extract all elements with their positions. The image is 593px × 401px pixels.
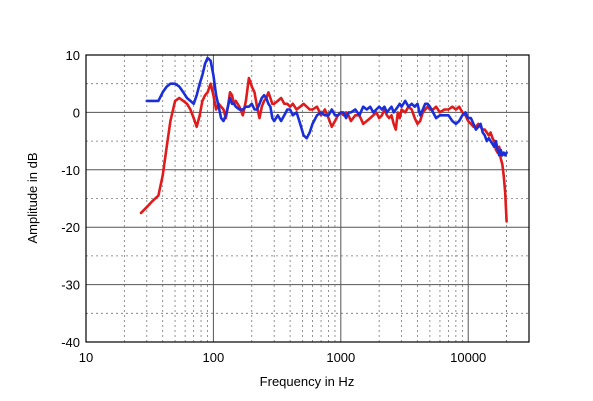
y-tick-labels: 10 0 -10 -20 -30 -40 bbox=[61, 48, 80, 350]
y-tick-label: -20 bbox=[61, 220, 80, 235]
y-axis-title: Amplitude in dB bbox=[25, 152, 40, 243]
x-axis-title: Frequency in Hz bbox=[260, 374, 355, 389]
y-tick-label: 0 bbox=[73, 105, 80, 120]
y-tick-label: 10 bbox=[66, 48, 80, 63]
y-tick-label: -10 bbox=[61, 163, 80, 178]
y-tick-label: -30 bbox=[61, 278, 80, 293]
minor-grid bbox=[86, 55, 529, 342]
series-layer bbox=[139, 56, 508, 223]
x-tick-label: 10000 bbox=[450, 350, 486, 365]
plot-frame bbox=[85, 54, 530, 343]
x-tick-label: 100 bbox=[203, 350, 225, 365]
series-line-2 bbox=[145, 56, 508, 157]
x-tick-label: 1000 bbox=[326, 350, 355, 365]
x-tick-label: 10 bbox=[79, 350, 93, 365]
x-tick-labels: 10 100 1000 10000 bbox=[79, 350, 487, 365]
y-tick-label: -40 bbox=[61, 335, 80, 350]
